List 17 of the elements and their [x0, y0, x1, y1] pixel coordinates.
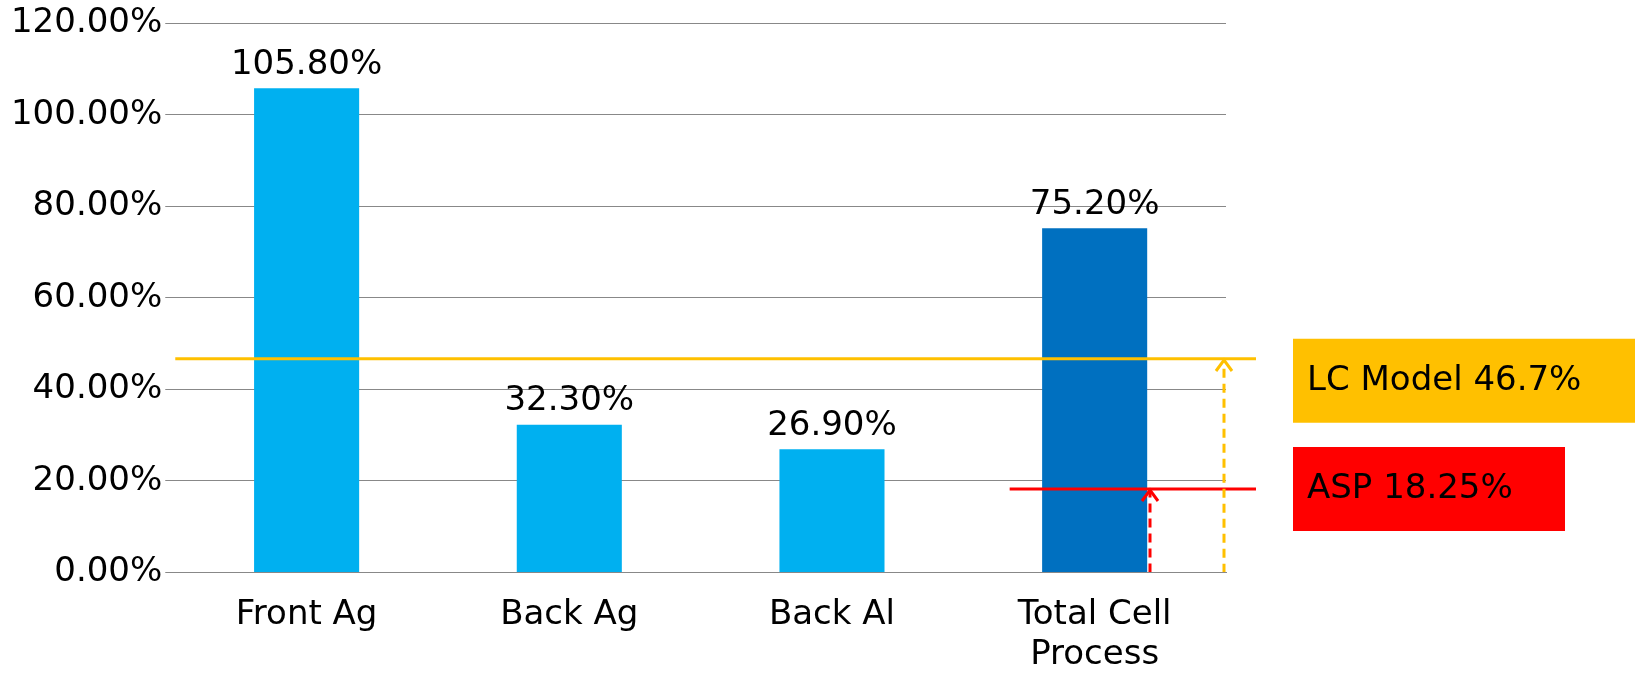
x-tick-label: Back Ag	[500, 591, 639, 632]
y-tick-label: 0.00%	[54, 549, 163, 590]
data-label: 26.90%	[767, 403, 897, 444]
x-tick-label: Back Al	[768, 591, 896, 632]
y-tick-label: 60.00%	[32, 274, 163, 315]
ref-line-label: LC Model 46.7%	[1307, 357, 1582, 398]
y-tick-label: 120.00%	[10, 0, 163, 41]
y-tick-label: 100.00%	[10, 91, 163, 132]
data-label: 75.20%	[1029, 182, 1160, 223]
data-label: 32.30%	[504, 378, 635, 419]
x-tick-label: Total Cell Process	[1016, 591, 1172, 673]
data-label: 105.80%	[230, 42, 383, 83]
y-tick-label: 20.00%	[32, 457, 163, 498]
y-tick-label: 40.00%	[32, 366, 163, 407]
x-tick-label: Front Ag	[235, 591, 378, 632]
ref-line-label: ASP 18.25%	[1307, 465, 1513, 506]
y-tick-label: 80.00%	[32, 183, 163, 224]
